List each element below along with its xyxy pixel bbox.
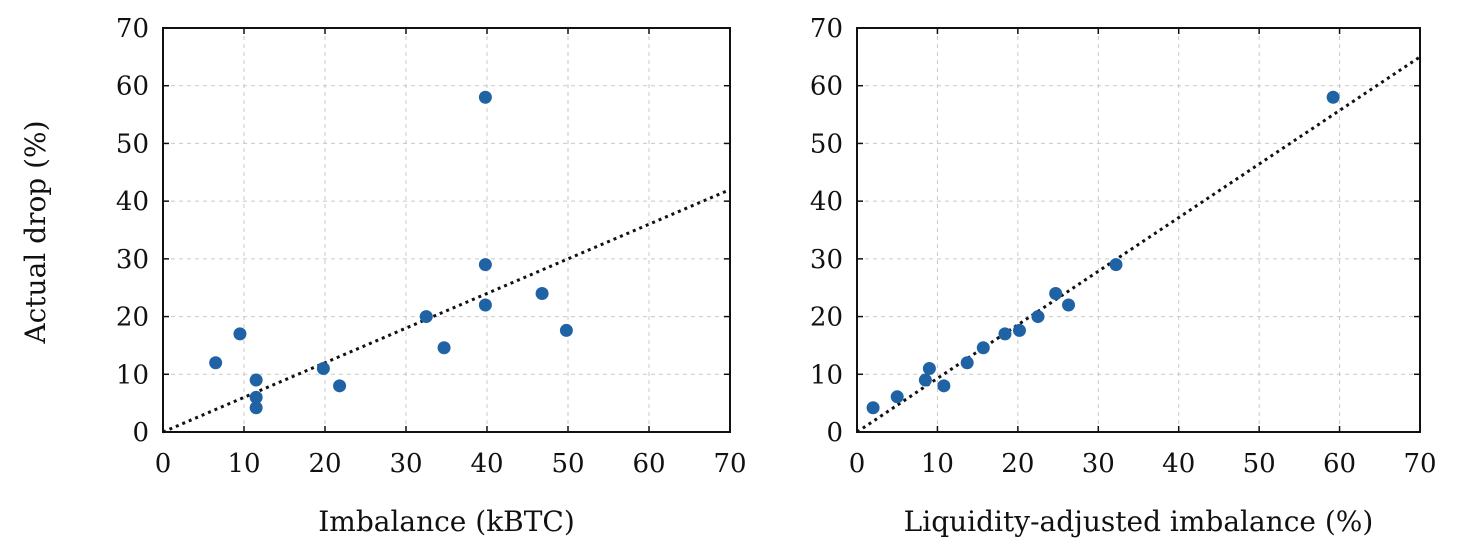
data-point: [419, 310, 433, 324]
x-tick-label: 10: [921, 449, 954, 479]
data-point: [890, 390, 904, 404]
data-point: [866, 401, 880, 415]
y-tick-label: 60: [810, 72, 843, 102]
y-axis-label: Actual drop (%): [19, 120, 52, 344]
data-point: [559, 323, 573, 337]
x-tick-label: 60: [1323, 449, 1356, 479]
y-tick-label: 10: [810, 360, 843, 390]
x-tick-label: 10: [227, 449, 260, 479]
x-tick-label: 0: [849, 449, 866, 479]
data-point: [478, 90, 492, 104]
x-tick-label: 70: [713, 449, 746, 479]
data-point: [249, 373, 263, 387]
y-tick-label: 30: [116, 245, 149, 275]
data-point: [1012, 323, 1026, 337]
data-point: [249, 401, 263, 415]
y-tick-label: 20: [116, 303, 149, 333]
plot-frame: [856, 27, 1421, 433]
data-point: [1049, 286, 1063, 300]
y-tick-label: 0: [132, 418, 149, 448]
x-tick-label: 30: [1082, 449, 1115, 479]
y-tick-label: 70: [116, 14, 149, 44]
data-point: [478, 298, 492, 312]
x-tick-label: 40: [470, 449, 503, 479]
plot-frame: [162, 27, 731, 433]
x-tick-label: 20: [308, 449, 341, 479]
data-point: [249, 390, 263, 404]
x-tick-label: 50: [1243, 449, 1276, 479]
x-tick-label: 50: [551, 449, 584, 479]
x-tick-label: 30: [389, 449, 422, 479]
fit-line: [162, 188, 731, 434]
data-point: [437, 341, 451, 355]
data-point: [209, 356, 223, 370]
left-scatter-panel: 0 10 20 30 40 50 60 70 0 10 20 30 40 50 60 70 Imbalance …: [116, 14, 747, 538]
x-tick-label: 70: [1403, 449, 1436, 479]
data-point: [1062, 298, 1076, 312]
x-tick-label: 60: [632, 449, 665, 479]
data-point: [918, 373, 932, 387]
data-point: [233, 327, 247, 341]
y-tick-label: 10: [116, 360, 149, 390]
data-point: [937, 379, 951, 393]
data-point: [976, 341, 990, 355]
data-point: [478, 258, 492, 272]
y-tick-label: 50: [116, 129, 149, 159]
y-tick-label: 70: [810, 14, 843, 44]
x-tick-label: 20: [1001, 449, 1034, 479]
fit-line: [856, 55, 1421, 434]
data-point: [960, 356, 974, 370]
data-point: [922, 362, 936, 376]
right-scatter-panel: 0 10 20 30 40 50 60 70 0 10 20 30 40 50 60 70 Liquidity-…: [810, 14, 1437, 538]
data-point: [1109, 258, 1123, 272]
x-axis-label: Liquidity-adjusted imbalance (%): [904, 505, 1374, 538]
data-point: [316, 362, 330, 376]
y-tick-label: 30: [810, 245, 843, 275]
data-point: [333, 379, 347, 393]
y-tick-label: 40: [116, 187, 149, 217]
y-tick-label: 20: [810, 303, 843, 333]
data-point: [998, 327, 1012, 341]
data-point: [1326, 90, 1340, 104]
data-point: [535, 286, 549, 300]
y-tick-label: 0: [826, 418, 843, 448]
y-tick-label: 40: [810, 187, 843, 217]
x-axis-label: Imbalance (kBTC): [318, 505, 575, 538]
y-tick-label: 50: [810, 129, 843, 159]
data-point: [1031, 310, 1045, 324]
y-tick-label: 60: [116, 72, 149, 102]
x-tick-label: 0: [155, 449, 172, 479]
x-tick-label: 40: [1162, 449, 1195, 479]
